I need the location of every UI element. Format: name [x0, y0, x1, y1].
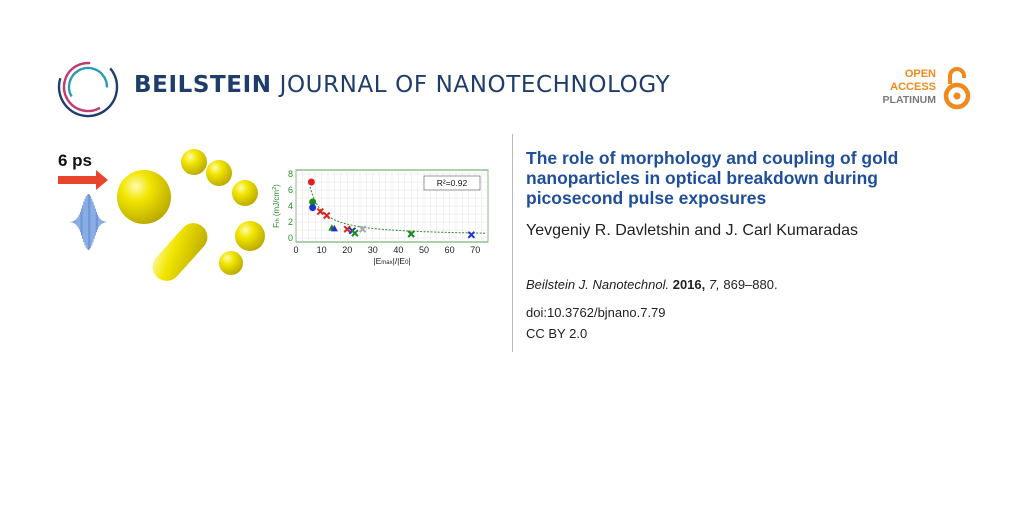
data-point — [309, 198, 317, 206]
y-axis-label: Fth (mJ/cm2) — [272, 184, 281, 228]
journal-name: BEILSTEIN JOURNAL OF NANOTECHNOLOGY — [134, 72, 670, 98]
data-point — [343, 225, 351, 233]
x-tick-label: 0 — [293, 245, 298, 255]
x-tick-label: 40 — [393, 245, 403, 255]
gold-nanoparticles — [117, 149, 265, 281]
data-point — [351, 229, 359, 237]
citation-volume: 7, — [708, 277, 720, 292]
x-tick-label: 30 — [368, 245, 378, 255]
x-axis-label: |Emax|/|E0| — [373, 256, 410, 266]
journal-abbrev: Beilstein J. Nanotechnol. — [526, 277, 670, 292]
x-tick-label: 70 — [470, 245, 480, 255]
x-tick-label: 20 — [342, 245, 352, 255]
oa-line-3: PLATINUM — [882, 94, 936, 106]
data-point — [323, 211, 331, 220]
article-title[interactable]: The role of morphology and coupling of g… — [526, 148, 899, 208]
open-access-badge: OPEN ACCESS PLATINUM — [866, 66, 976, 110]
y-tick-label: 2 — [288, 217, 293, 227]
gold-sphere-small — [181, 149, 207, 175]
pulse-duration-label: 6 ps — [58, 151, 93, 170]
beilstein-ring-icon — [57, 56, 119, 118]
doi-link[interactable]: doi:10.3762/bjnano.7.79 — [526, 305, 666, 320]
gold-sphere-medium — [235, 221, 265, 251]
data-point — [307, 178, 315, 186]
article-authors: Yevgeniy R. Davletshin and J. Carl Kumar… — [526, 222, 859, 239]
y-tick-label: 6 — [288, 185, 293, 195]
citation-year: 2016, — [672, 277, 706, 292]
gold-sphere-large — [117, 170, 171, 224]
laser-pulse-waveform-icon — [69, 194, 108, 250]
data-point — [358, 225, 367, 233]
y-tick-label: 4 — [288, 201, 293, 211]
r-squared-annotation: R²=0.92 — [437, 178, 468, 188]
data-point — [309, 204, 317, 212]
oa-line-2: ACCESS — [890, 81, 936, 93]
laser-arrow-icon — [58, 170, 108, 190]
data-point — [316, 207, 325, 216]
citation: Beilstein J. Nanotechnol. 2016, 7, 869–8… — [526, 277, 778, 292]
gold-sphere-small — [232, 180, 258, 206]
x-tick-label: 60 — [445, 245, 455, 255]
y-tick-label: 0 — [288, 233, 293, 243]
data-point — [407, 230, 415, 238]
gold-nanorod — [152, 223, 208, 281]
fit-curve — [309, 186, 486, 234]
oa-line-1: OPEN — [904, 68, 936, 80]
graphical-abstract: 0 10 20 30 40 50 60 70 0 2 4 6 8 |Emax|/|E0| Fth (mJ/c… — [58, 149, 489, 281]
data-point — [467, 231, 476, 239]
citation-pages: 869–880. — [723, 277, 778, 292]
data-point — [330, 224, 338, 232]
x-tick-label: 10 — [317, 245, 327, 255]
threshold-fluence-chart: 0 10 20 30 40 50 60 70 0 2 4 6 8 |Emax|/|E0| Fth (mJ/c… — [272, 169, 489, 266]
y-tick-label: 8 — [288, 169, 293, 179]
open-lock-icon — [943, 67, 971, 110]
journal-name-bold: BEILSTEIN — [134, 72, 272, 98]
gold-sphere-small — [206, 160, 232, 186]
journal-name-rest: JOURNAL OF NANOTECHNOLOGY — [279, 72, 671, 98]
license: CC BY 2.0 — [526, 326, 588, 341]
x-tick-label: 50 — [419, 245, 429, 255]
r-squared-box — [423, 175, 481, 191]
gold-sphere-small — [219, 251, 243, 275]
vertical-divider — [512, 134, 513, 352]
